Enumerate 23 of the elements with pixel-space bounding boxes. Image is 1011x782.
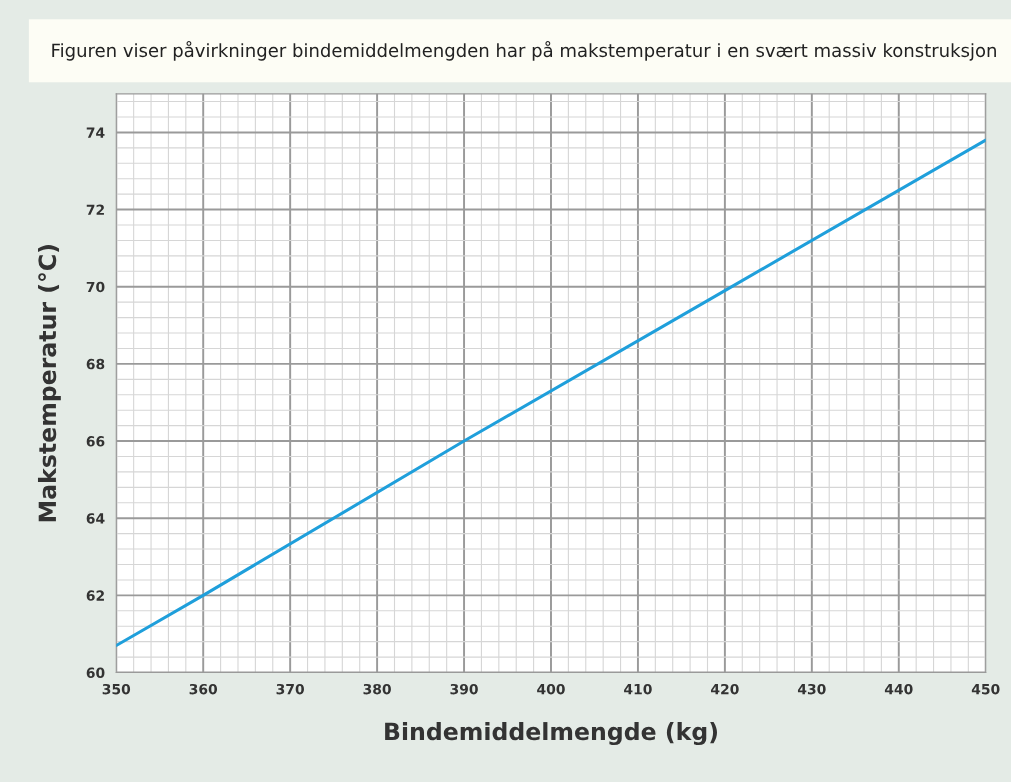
chart-title: Figuren viser påvirkninger bindemiddelmengden har på makstemperatur i en svært massiv konstruksjon (52, 41, 996, 61)
x-tick-label: 390 (450, 683, 478, 695)
y-tick-label: 74 (86, 127, 105, 138)
x-tick-label: 420 (711, 683, 739, 695)
x-tick-label: 450 (971, 683, 1000, 695)
x-tick-label: 370 (276, 683, 304, 695)
x-tick-label: 400 (537, 683, 565, 695)
x-tick-label: 380 (363, 683, 391, 695)
y-tick-label: 68 (86, 358, 105, 370)
y-tick-label: 64 (86, 513, 105, 524)
x-tick-label: 430 (797, 683, 826, 695)
y-tick-label: 62 (86, 590, 104, 601)
x-tick-label: 360 (189, 683, 218, 695)
y-tick-label: 66 (86, 436, 105, 447)
y-tick-label: 72 (86, 204, 104, 215)
x-tick-label: 410 (624, 683, 652, 695)
y-tick-label: 70 (86, 281, 105, 293)
x-tick-label: 350 (102, 683, 131, 695)
line-series (116, 138, 986, 648)
x-axis-title: Bindemiddelmengde (kg) (385, 722, 717, 746)
y-tick-label: 60 (86, 667, 105, 678)
y-axis-title: Makstemperatur (°C) (37, 245, 61, 522)
x-tick-label: 440 (884, 683, 913, 695)
